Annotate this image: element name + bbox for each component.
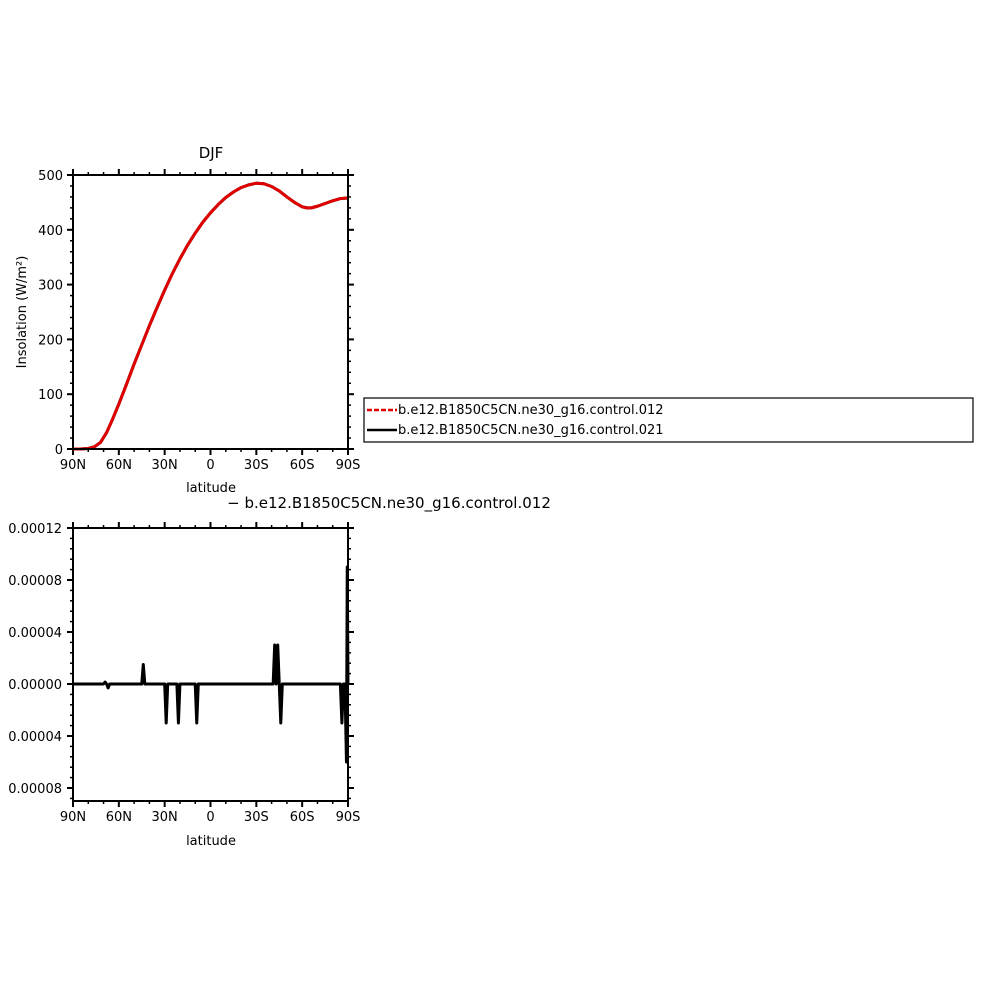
top-chart-title: DJF <box>199 144 224 162</box>
bottom-y-tick-label: 0.00000 <box>8 678 62 693</box>
bottom-y-tick-label: 0.00012 <box>8 522 62 537</box>
bottom-x-tick-label: 30N <box>152 810 178 825</box>
top-y-tick-label: 200 <box>38 333 63 348</box>
legend: b.e12.B1850C5CN.ne30_g16.control.012 b.e… <box>363 397 974 443</box>
bottom-y-tick-label: 0.00004 <box>8 730 62 745</box>
top-series-line-0 <box>73 181 349 451</box>
bottom-x-tick-label: 60S <box>290 810 315 825</box>
top-y-tick-label: 300 <box>38 279 63 294</box>
legend-label-021: b.e12.B1850C5CN.ne30_g16.control.021 <box>398 423 664 438</box>
bottom-chart-title: − b.e12.B1850C5CN.ne30_g16.control.012 <box>227 494 551 513</box>
bottom-series-line-0 <box>73 565 350 764</box>
top-series-group <box>73 181 349 451</box>
top-y-tick-label: 0 <box>55 443 63 458</box>
bottom-axis-ticks: 90N 60N 30N 0 30S 60S 90S 0.00012 0.00008 0.00004… <box>8 522 360 825</box>
top-plot-frame <box>72 174 349 450</box>
top-x-tick-label: 30N <box>152 458 178 473</box>
top-y-axis-label: Insolation (W/m²) <box>15 256 30 369</box>
bottom-x-tick-label: 90N <box>60 810 86 825</box>
bottom-x-axis-label: latitude <box>186 834 236 849</box>
top-x-tick-label: 60N <box>106 458 132 473</box>
legend-label-012: b.e12.B1850C5CN.ne30_g16.control.012 <box>398 403 664 418</box>
bottom-y-tick-label: 0.00004 <box>8 626 62 641</box>
bottom-x-tick-label: 30S <box>244 810 269 825</box>
top-y-tick-label: 100 <box>38 388 63 403</box>
legend-box <box>363 397 974 443</box>
top-x-tick-label: 90S <box>336 458 361 473</box>
top-x-tick-label: 60S <box>290 458 315 473</box>
bottom-y-tick-label: 0.00008 <box>8 782 62 797</box>
bottom-series-group <box>73 565 350 764</box>
top-axis-ticks: 90N 60N 30N 0 30S 60S 90S 0 100 200 300 400 500 <box>38 169 360 473</box>
bottom-x-tick-label: 90S <box>336 810 361 825</box>
top-y-tick-label: 500 <box>38 169 63 184</box>
difference-panel: − b.e12.B1850C5CN.ne30_g16.control.012 l… <box>8 494 551 849</box>
top-x-axis-label: latitude <box>186 481 236 496</box>
top-y-tick-label: 400 <box>38 224 63 239</box>
top-x-tick-label: 30S <box>244 458 269 473</box>
top-x-tick-label: 90N <box>60 458 86 473</box>
bottom-x-tick-label: 0 <box>206 810 214 825</box>
bottom-plot-frame <box>72 527 349 802</box>
bottom-y-tick-label: 0.00008 <box>8 574 62 589</box>
insolation-panel: DJF Insolation (W/m²) latitude 90N 60N 30N… <box>15 144 360 496</box>
bottom-x-tick-label: 60N <box>106 810 132 825</box>
top-x-tick-label: 0 <box>206 458 214 473</box>
